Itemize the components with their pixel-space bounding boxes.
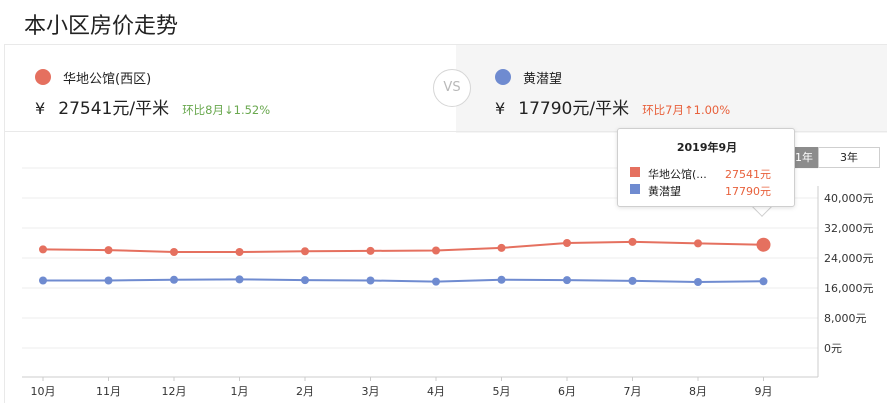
tooltip-title: 2019年9月 [676,141,738,154]
vs-badge: VS [433,69,471,107]
x-tick-label: 4月 [427,385,445,398]
tooltip-row-name: 华地公馆(... [648,168,707,181]
data-point [756,237,771,252]
data-point [104,246,113,255]
data-point [366,276,375,285]
data-point [563,276,571,285]
data-point [432,277,440,286]
data-point [563,239,571,247]
x-tick-label: 1月 [231,385,249,398]
tooltip-row-value: 17790元 [725,185,771,198]
page-title: 本小区房价走势 [24,14,179,39]
x-tick-label: 12月 [162,385,187,398]
series-line-1 [42,240,764,253]
data-point [628,237,637,246]
tooltip-row: 黄潜望 17790元 [630,183,790,198]
range-tabs: 1年 3年 [790,147,880,168]
left-price-row: ¥ 27541元/平米 环比8月↓1.52% [35,94,270,119]
x-tick-label: 7月 [624,385,642,398]
left-community-name: 华地公馆(西区) [63,72,152,87]
tooltip-row-name: 黄潜望 [648,185,681,198]
y-tick-label: 40,000元 [824,192,874,205]
y-tick-label: 32,000元 [824,222,874,235]
left-color-dot [35,69,51,85]
data-point [432,246,440,255]
x-tick-label: 11月 [96,385,121,398]
tooltip-swatch-right [630,184,640,194]
tooltip-row: 华地公馆(... 27541元 [630,166,790,181]
x-tick-label: 5月 [493,385,511,398]
data-point [694,239,702,248]
x-tick-label: 3月 [362,385,380,398]
series-line-2 [43,278,764,284]
right-color-dot [495,69,511,85]
chart-area [4,131,887,403]
left-currency: ¥ [35,99,46,118]
right-community-name: 黄潜望 [523,72,563,87]
data-point [170,275,178,284]
x-tick-label: 10月 [31,385,56,398]
right-price: 17790元/平米 [518,99,630,119]
data-point [301,276,309,285]
data-point [235,248,244,256]
y-tick-label: 0元 [824,342,842,355]
data-point [694,278,702,286]
x-tick-label: 6月 [558,385,576,398]
right-price-row: ¥ 17790元/平米 环比7月↑1.00% [495,94,730,119]
tab-3-year[interactable]: 3年 [818,147,880,168]
data-point [497,275,506,284]
y-tick-label: 16,000元 [824,282,874,295]
left-price: 27541元/平米 [58,99,170,119]
right-currency: ¥ [495,99,506,118]
data-point [104,276,113,285]
data-point [497,243,506,252]
chart-tooltip: 2019年9月 华地公馆(... 27541元 黄潜望 17790元 [617,128,795,207]
x-tick-label: 2月 [296,385,314,398]
x-tick-label: 9月 [755,385,773,398]
y-tick-label: 24,000元 [824,252,874,265]
data-point [235,275,244,284]
compare-left: 华地公馆(西区) ¥ 27541元/平米 环比8月↓1.52% [5,45,456,133]
data-point [366,246,375,255]
y-tick-label: 8,000元 [824,312,867,325]
data-point [301,247,309,256]
right-change: 环比7月↑1.00% [642,103,731,117]
left-change: 环比8月↓1.52% [182,103,271,117]
tooltip-row-value: 27541元 [725,168,771,181]
data-point [628,276,637,285]
data-point [759,277,768,286]
x-tick-label: 8月 [689,385,707,398]
data-point [170,248,178,256]
tab-1-year[interactable]: 1年 [790,147,818,168]
compare-panel: 华地公馆(西区) ¥ 27541元/平米 环比8月↓1.52% 黄潜望 ¥ 17… [4,44,887,133]
tooltip-swatch-left [630,167,640,177]
data-point [39,276,47,285]
data-point [39,245,47,254]
compare-right[interactable]: 黄潜望 ¥ 17790元/平米 环比7月↑1.00% [456,45,887,133]
